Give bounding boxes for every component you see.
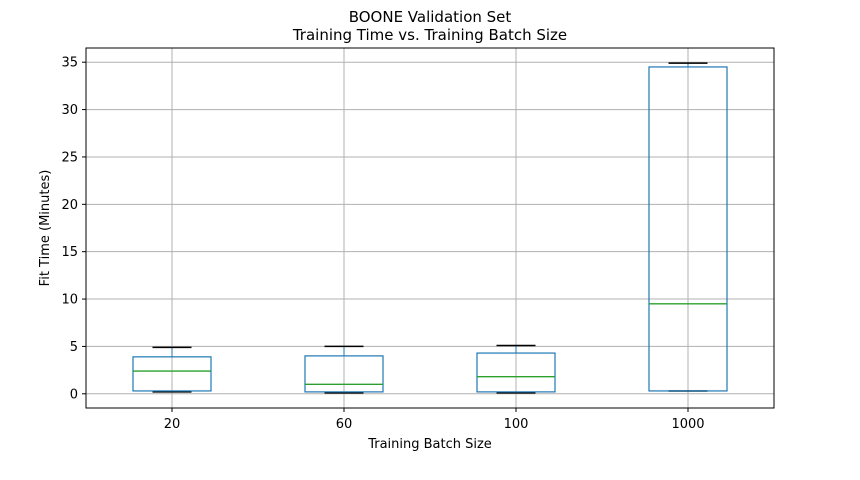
tick-layer: 0 5 10 15 20 25 30 35 20 60 100 1000 <box>61 56 704 432</box>
box-100 <box>476 344 556 394</box>
grid-layer <box>86 48 774 408</box>
iqr-box <box>476 352 556 393</box>
box-20 <box>132 346 212 393</box>
iqr-box <box>304 355 384 393</box>
x-tick-label: 1000 <box>671 417 704 432</box>
y-tick-label: 30 <box>61 103 78 118</box>
box-60 <box>304 345 384 394</box>
y-tick-label: 5 <box>70 340 78 355</box>
y-tick-label: 25 <box>61 150 78 165</box>
x-tick-label: 60 <box>336 417 353 432</box>
iqr-box <box>648 66 728 392</box>
iqr-box <box>132 356 212 392</box>
plot-frame <box>85 47 775 409</box>
y-axis-label: Fit Time (Minutes) <box>38 170 53 287</box>
y-tick-label: 10 <box>61 293 78 308</box>
chart-subtitle: Training Time vs. Training Batch Size <box>292 26 568 44</box>
y-tick-label: 15 <box>61 245 78 260</box>
y-tick-label: 20 <box>61 198 78 213</box>
box-1000 <box>648 62 728 392</box>
chart-title: BOONE Validation Set <box>348 8 512 26</box>
box-layer <box>132 62 728 394</box>
x-tick-label: 20 <box>164 417 181 432</box>
x-axis-label: Training Batch Size <box>367 437 492 452</box>
y-tick-label: 35 <box>61 56 78 71</box>
x-tick-label: 100 <box>504 417 529 432</box>
y-tick-label: 0 <box>70 387 78 402</box>
